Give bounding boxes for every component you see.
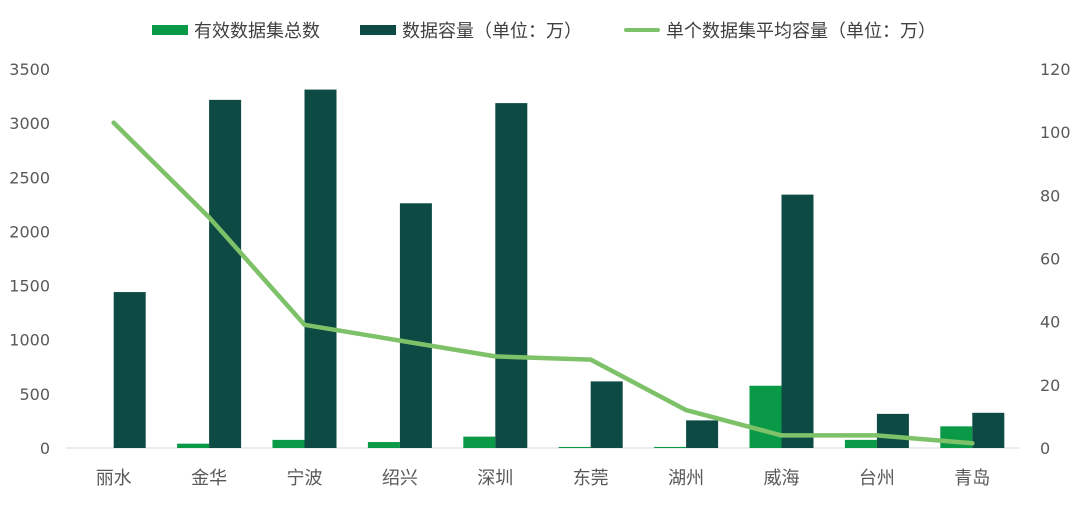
line-point-avg [111, 120, 116, 125]
y-left-tick-label: 2000 [9, 222, 50, 241]
x-category-label: 深圳 [477, 468, 513, 489]
legend-label-avg: 单个数据集平均容量（单位：万） [666, 21, 936, 42]
line-avg-capacity [111, 120, 975, 446]
legend-label-capacity: 数据容量（单位：万） [402, 21, 582, 42]
x-category-label: 湖州 [668, 468, 704, 489]
line-point-avg [302, 322, 307, 328]
y-right-tick-label: 0 [1040, 439, 1050, 458]
bar-count [272, 439, 305, 448]
bar-count [654, 446, 687, 448]
bar-capacity [781, 194, 814, 448]
bar-capacity [113, 292, 146, 448]
bar-count [558, 446, 591, 448]
bar-count [844, 439, 877, 448]
y-right-tick-label: 20 [1040, 376, 1060, 395]
y-right-tick-label: 80 [1040, 186, 1060, 205]
bar-capacity [399, 203, 432, 448]
bar-count [749, 385, 782, 448]
legend-item-avg: 单个数据集平均容量（单位：万） [624, 17, 936, 43]
y-right-tick-label: 40 [1040, 313, 1060, 332]
bar-capacity [686, 420, 719, 448]
x-category-label: 丽水 [96, 468, 132, 489]
x-category-label: 金华 [191, 468, 227, 489]
bar-count [177, 443, 210, 448]
line-point-avg [588, 357, 593, 362]
line-point-avg [397, 338, 403, 343]
y-left-tick-label: 2500 [9, 168, 50, 187]
line-point-avg [970, 441, 975, 446]
legend-swatch-avg [624, 28, 660, 32]
line-point-avg [683, 407, 689, 413]
y-right-tick-label: 120 [1040, 60, 1071, 79]
legend-item-count: 有效数据集总数 [152, 17, 320, 43]
bar-count [367, 442, 400, 448]
bar-capacity [209, 99, 242, 449]
bar-capacity [495, 103, 528, 449]
line-point-avg [493, 354, 498, 359]
y-left-tick-label: 3500 [9, 60, 50, 79]
legend-swatch-count [152, 25, 188, 35]
bar-capacity [590, 381, 623, 448]
legend-label-count: 有效数据集总数 [194, 21, 320, 42]
bar-count [463, 436, 496, 448]
line-point-avg [206, 215, 212, 220]
y-left-tick-label: 1500 [9, 277, 50, 296]
bar-capacity [876, 413, 909, 448]
x-category-label: 青岛 [954, 468, 990, 489]
x-category-label: 台州 [859, 468, 895, 489]
y-left-tick-label: 500 [19, 385, 50, 404]
legend-item-capacity: 数据容量（单位：万） [360, 17, 582, 43]
y-left-tick-label: 1000 [9, 331, 50, 350]
x-category-label: 东莞 [573, 468, 609, 489]
y-right-tick-label: 60 [1040, 250, 1060, 269]
legend-swatch-capacity [360, 25, 396, 35]
y-left-tick-label: 0 [40, 439, 50, 458]
legend: 有效数据集总数 数据容量（单位：万） 单个数据集平均容量（单位：万） [0, 17, 1080, 43]
line-point-avg [779, 433, 784, 438]
line-point-avg [874, 433, 880, 438]
x-category-label: 威海 [764, 468, 800, 489]
y-left-tick-label: 3000 [9, 114, 50, 133]
x-category-label: 绍兴 [382, 468, 418, 489]
bar-capacity [304, 89, 337, 449]
x-category-label: 宁波 [287, 468, 323, 489]
bar-capacity [972, 412, 1005, 448]
y-right-tick-label: 100 [1040, 123, 1071, 142]
